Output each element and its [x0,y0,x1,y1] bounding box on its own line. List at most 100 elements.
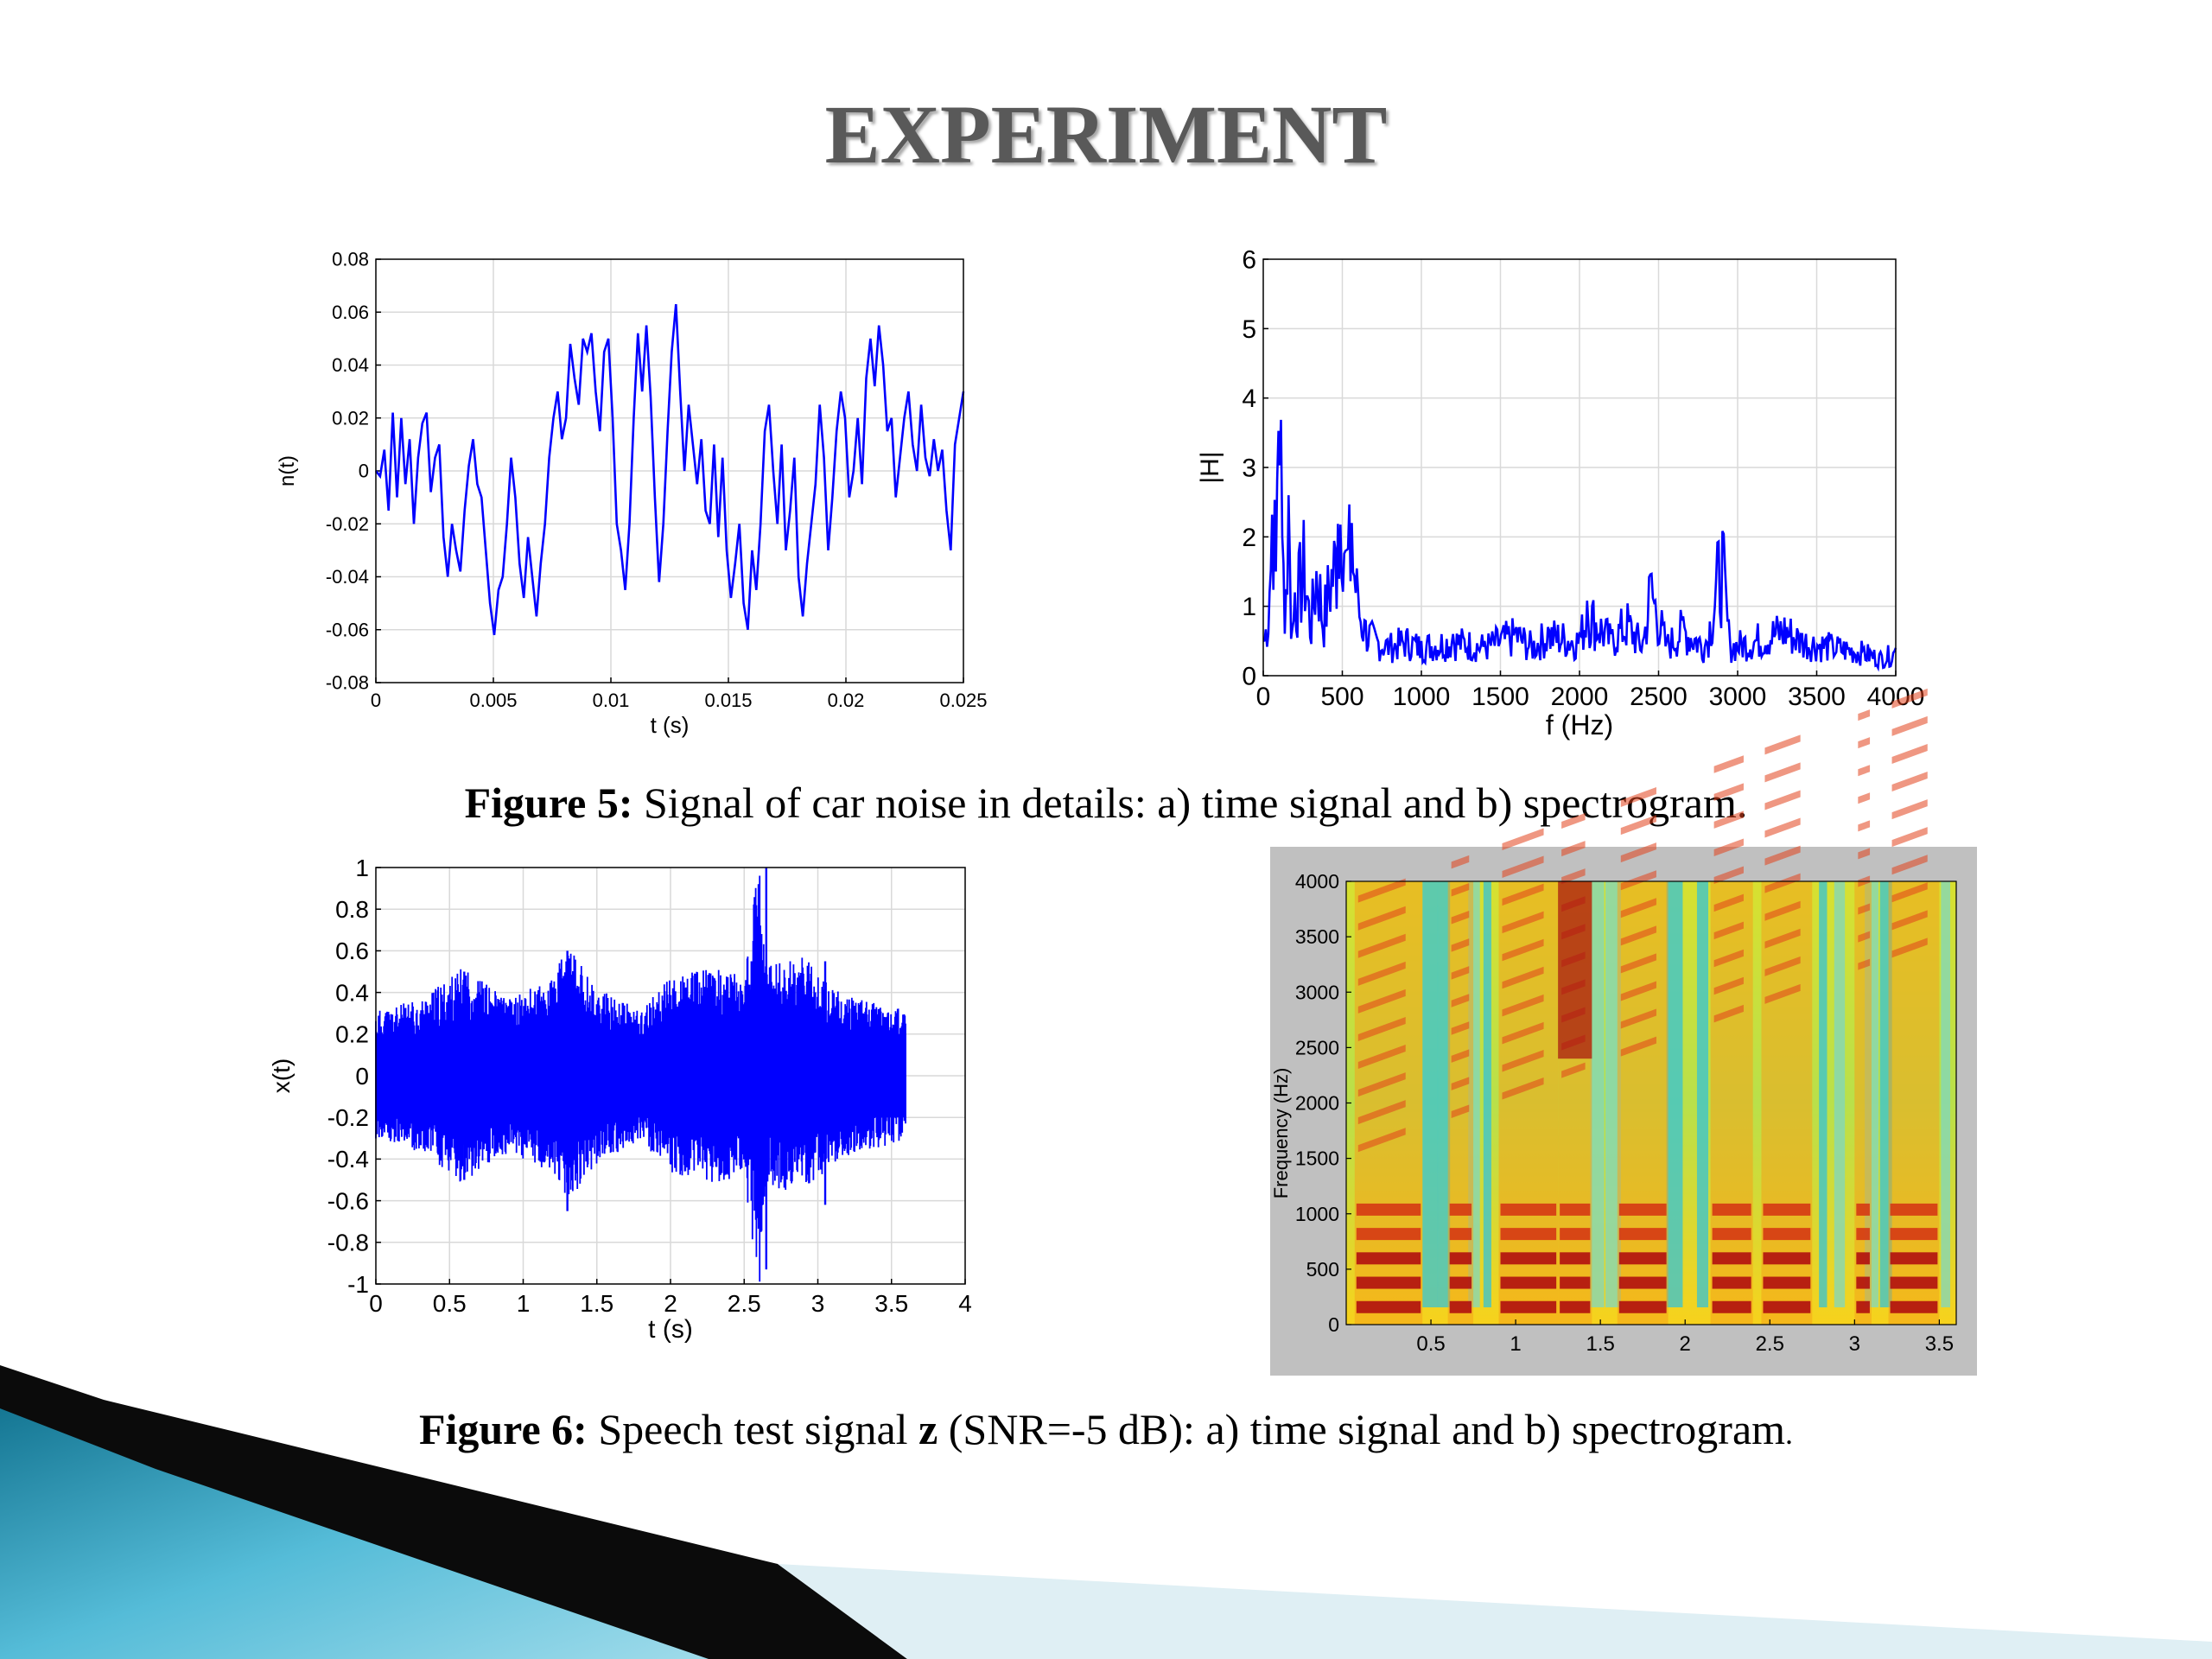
harmonic-streak [1502,1077,1544,1100]
harmonic-streak [1764,762,1801,783]
harmonic-streak [1858,903,1871,915]
y-axis-label: Frequency (Hz) [1270,1068,1292,1199]
formant-band [1560,1203,1591,1216]
noise-time-chart: 0 0.005 0.01 0.015 0.02 0.025 0.08 0.06 0.04 0.02… [276,249,988,738]
y-axis-label: x(t) [268,1058,295,1093]
signal-core [376,1033,906,1118]
plot-frame [1262,258,1897,677]
figure-6-text1: Speech test signal [598,1405,908,1453]
x-tick-label: 3000 [1709,683,1767,711]
y-tick-label: 0.4 [335,979,369,1006]
harmonic-streak [1451,994,1470,1007]
formant-band [1356,1252,1421,1265]
figure-6-period: . [1785,1416,1794,1451]
harmonic-streak [1713,783,1744,801]
x-tick-label: 3 [811,1290,825,1317]
formant-band [1890,1300,1938,1313]
figure-6-text2: (SNR=-5 dB): a) time signal and b) spect… [948,1405,1786,1453]
harmonic-streak [1620,1036,1656,1057]
y-tick-label: 3 [1242,454,1256,483]
x-tick-label: 1 [1510,1332,1521,1356]
formant-band [1500,1228,1557,1241]
heatmap-cell [1696,881,1709,1307]
heatmap-cell [1605,881,1622,1307]
y-tick-label: 4 [1242,385,1256,413]
x-tick-label: 0.025 [939,690,987,711]
x-tick-label: 0.005 [469,690,517,711]
x-tick-label: 3500 [1788,683,1846,711]
harmonic-streak [1713,949,1744,968]
formant-band [1560,1276,1591,1289]
x-tick-label: 1000 [1393,683,1451,711]
harmonic-streak [1891,799,1928,820]
x-tick-label: 0 [369,1290,383,1317]
formant-band [1763,1203,1811,1216]
harmonic-streak [1858,737,1871,749]
harmonic-streak [1502,994,1544,1017]
speech-time-chart: 0 0.5 1 1.5 2 2.5 3 3.5 4 1 0.8 0.6 0.4 0.2 0 -0.2 -0.4 -… [268,855,972,1344]
x-tick-label: 1500 [1471,683,1529,711]
formant-band [1890,1252,1938,1265]
harmonic-streak [1713,838,1744,856]
y-tick-label: 1500 [1295,1147,1339,1170]
heatmap-cells [1346,688,1956,1325]
harmonic-streak [1620,842,1656,863]
formant-band [1449,1300,1472,1313]
harmonic-streak [1502,938,1544,962]
harmonic-streak [1713,755,1744,773]
harmonic-streak [1858,931,1871,943]
formant-band [1618,1203,1667,1216]
formant-band [1890,1276,1938,1289]
formant-band [1890,1228,1938,1241]
x-tick-label: 2000 [1551,683,1609,711]
high-energy-burst [1558,881,1592,1059]
formant-band [1449,1228,1472,1241]
heatmap-cell [1941,881,1951,1307]
formant-band [1560,1300,1591,1313]
figure-5-caption: Figure 5: Signal of car noise in details… [0,778,2212,828]
harmonic-streak [1502,966,1544,989]
x-tick-label: 1 [517,1290,531,1317]
harmonic-streak [1620,815,1656,836]
decor-light-band [778,1564,2212,1659]
harmonic-streak [1502,855,1544,879]
x-tick-label: 0 [371,690,381,711]
harmonic-streak [1502,911,1544,934]
harmonic-streak [1357,933,1406,958]
y-tick-label: 4000 [1295,870,1339,893]
y-tick-label: -0.4 [327,1146,369,1173]
heatmap-cell [1666,881,1683,1307]
y-tick-label: 3000 [1295,981,1339,1003]
harmonic-streak [1764,790,1801,810]
harmonic-streak [1764,983,1801,1004]
y-tick-label: 0 [359,461,369,482]
y-tick-label: 0 [1242,663,1256,691]
x-tick-label: 0 [1256,683,1271,711]
harmonic-streak [1357,1016,1406,1041]
x-tick-label: 2.5 [728,1290,761,1317]
x-tick-label: 0.5 [1416,1332,1445,1356]
harmonic-streak [1858,958,1871,970]
formant-band [1712,1300,1751,1313]
harmonic-streak [1620,953,1656,974]
harmonic-streak [1451,882,1470,897]
formant-band [1449,1276,1472,1289]
harmonic-streak [1858,820,1871,832]
x-tick-label: 2.5 [1756,1332,1784,1356]
harmonic-streak [1891,882,1928,903]
harmonic-streak [1561,1062,1586,1078]
harmonic-streak [1713,810,1744,829]
harmonic-streak [1357,961,1406,986]
harmonic-streak [1764,956,1801,976]
y-tick-label: -0.02 [326,513,369,535]
formant-band [1500,1252,1557,1265]
y-tick-label: -0.08 [326,672,369,694]
y-tick-label: -0.04 [326,566,369,588]
harmonic-streak [1502,883,1544,906]
formant-band [1712,1203,1751,1216]
plot-frame [1345,880,1957,1325]
y-tick-label: -0.6 [327,1187,369,1214]
noise-spectrum-chart: 0 500 1000 1500 2000 2500 3000 3500 40006543210 … [1196,246,1924,741]
tick-labels: 0 0.005 0.01 0.015 0.02 0.025 0.08 0.06 0.04 0.02… [326,249,988,711]
formant-band [1856,1228,1870,1241]
